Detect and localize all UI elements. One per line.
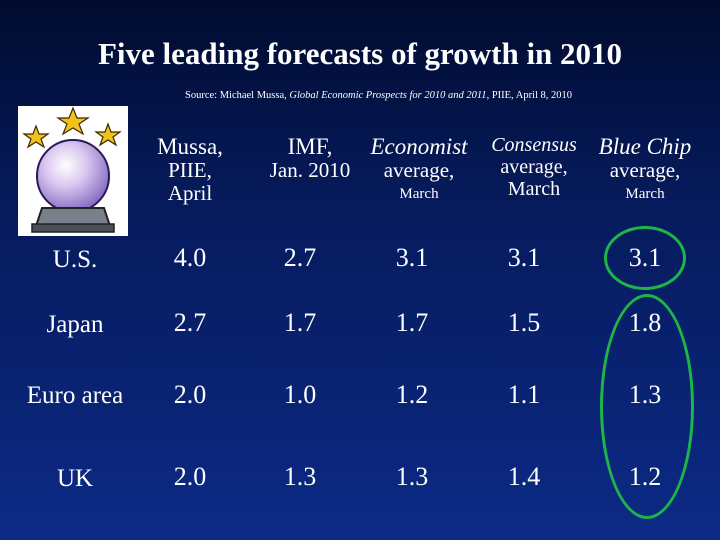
table-cell: 1.2 xyxy=(395,380,429,409)
table-cell: 3.1 xyxy=(507,243,541,272)
table-cell: 1.0 xyxy=(283,380,317,409)
col-header-imf: IMF, Jan. 2010 xyxy=(269,134,351,183)
source-note: Source: Michael Mussa, Global Economic P… xyxy=(185,90,572,101)
row-label-euro-area: Euro area xyxy=(26,382,124,409)
col-header-bluechip: Blue Chip average, March xyxy=(598,134,692,203)
table-cell: 1.4 xyxy=(507,462,541,491)
table-cell: 2.7 xyxy=(283,243,317,272)
table-cell: 3.1 xyxy=(395,243,429,272)
row-label-uk: UK xyxy=(56,465,94,492)
table-cell: 1.7 xyxy=(283,308,317,337)
table-cell: 1.3 xyxy=(283,462,317,491)
table-cell: 4.0 xyxy=(173,243,207,272)
col-header-consensus: Consensus average, March xyxy=(491,134,577,200)
crystal-ball-icon xyxy=(18,106,128,236)
star-icon xyxy=(22,124,50,149)
source-publication: Global Economic Prospects for 2010 and 2… xyxy=(289,90,487,101)
highlight-circle xyxy=(604,226,686,290)
row-label-us: U.S. xyxy=(52,246,98,273)
col-header-economist: Economist average, March xyxy=(370,134,468,203)
table-cell: 2.0 xyxy=(173,462,207,491)
table-cell: 1.1 xyxy=(507,380,541,409)
source-prefix: Source: Michael Mussa, xyxy=(185,90,290,101)
col-header-mussa: Mussa, PIIE, April xyxy=(157,134,223,206)
slide-title: Five leading forecasts of growth in 2010 xyxy=(97,36,623,71)
highlight-oval xyxy=(600,294,694,519)
table-cell: 1.3 xyxy=(395,462,429,491)
table-cell: 1.5 xyxy=(507,308,541,337)
table-cell: 2.0 xyxy=(173,380,207,409)
source-suffix: , PIIE, April 8, 2010 xyxy=(486,90,573,101)
star-icon xyxy=(94,122,122,147)
table-cell: 2.7 xyxy=(173,308,207,337)
table-cell: 1.7 xyxy=(395,308,429,337)
star-icon xyxy=(56,106,90,136)
row-label-japan: Japan xyxy=(46,311,104,338)
